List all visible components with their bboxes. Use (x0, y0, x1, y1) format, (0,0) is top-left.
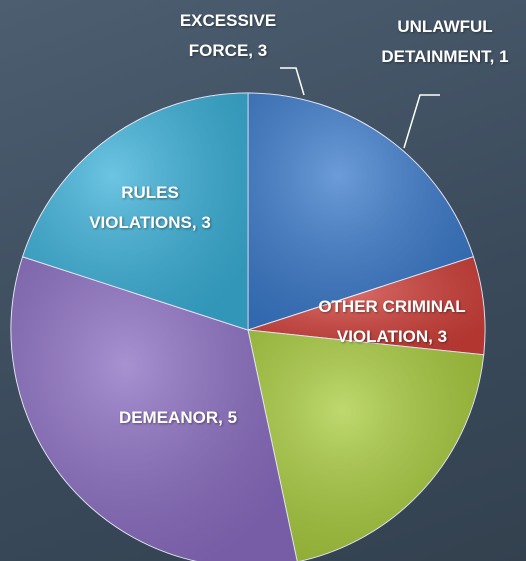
label-name: DEMEANOR (118, 408, 219, 427)
label-value: 3 (257, 41, 268, 60)
slice-shading (11, 256, 298, 561)
data-label: DEMEANOR, 5 (73, 403, 283, 433)
slice-shading (248, 256, 485, 355)
slices (10, 92, 486, 561)
slice-shading (22, 93, 248, 330)
data-label: OTHER CRIMINAL VIOLATION, 3 (317, 292, 467, 352)
label-name: EXCESSIVE FORCE (179, 11, 277, 60)
label-separator: , (489, 47, 495, 66)
label-value: 1 (499, 47, 509, 66)
label-separator: , (191, 213, 197, 232)
label-separator: , (218, 408, 223, 427)
slice-shading (248, 93, 474, 330)
label-value: 3 (201, 213, 211, 232)
label-name: RULES VIOLATIONS (89, 183, 192, 232)
label-value: 5 (227, 408, 238, 427)
leader-line (403, 94, 440, 149)
label-name: OTHER CRIMINAL VIOLATION (318, 297, 466, 346)
label-separator: , (248, 41, 254, 60)
data-label: RULES VIOLATIONS, 3 (80, 178, 220, 238)
slice-shading (248, 330, 484, 561)
label-separator: , (428, 327, 433, 346)
label-name: UNLAWFUL DETAINMENT (381, 17, 493, 66)
data-label: EXCESSIVE FORCE, 3 (163, 6, 293, 66)
leader-line (280, 67, 305, 96)
label-value: 3 (437, 327, 448, 346)
data-label: UNLAWFUL DETAINMENT, 1 (375, 12, 515, 72)
